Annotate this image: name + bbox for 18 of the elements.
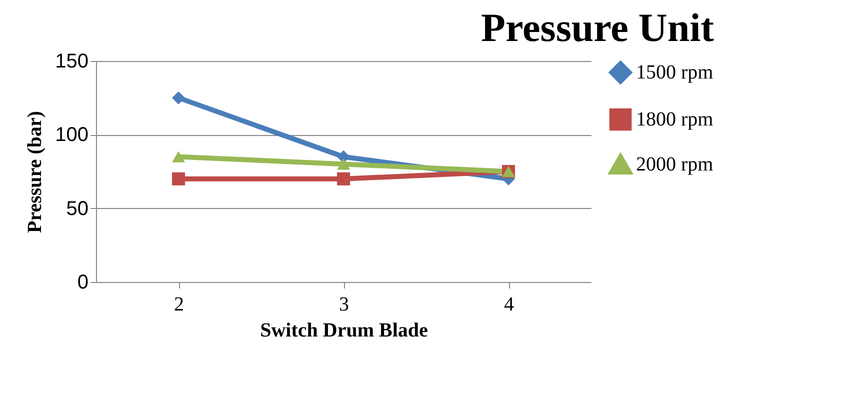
point	[172, 91, 186, 104]
legend-label: 1500 rpm	[636, 62, 714, 84]
y-axis-title: Pressure (bar)	[24, 110, 46, 234]
point	[336, 172, 350, 186]
x-axis-title: Switch Drum Blade	[260, 320, 428, 342]
chart-title: Pressure Unit	[481, 5, 715, 50]
y-tick-label: 150	[55, 50, 88, 72]
legend-label: 2000 rpm	[636, 154, 714, 176]
y-tick-label: 100	[55, 124, 88, 146]
x-tick-label: 4	[504, 294, 514, 316]
point	[172, 151, 186, 162]
x-tick-label: 3	[339, 294, 349, 316]
y-tick-label: 0	[77, 272, 88, 294]
point	[336, 158, 350, 170]
x-tick-label: 2	[174, 294, 184, 316]
legend-label: 1800 rpm	[636, 108, 714, 130]
point	[172, 172, 186, 186]
y-tick-label: 50	[66, 198, 88, 220]
